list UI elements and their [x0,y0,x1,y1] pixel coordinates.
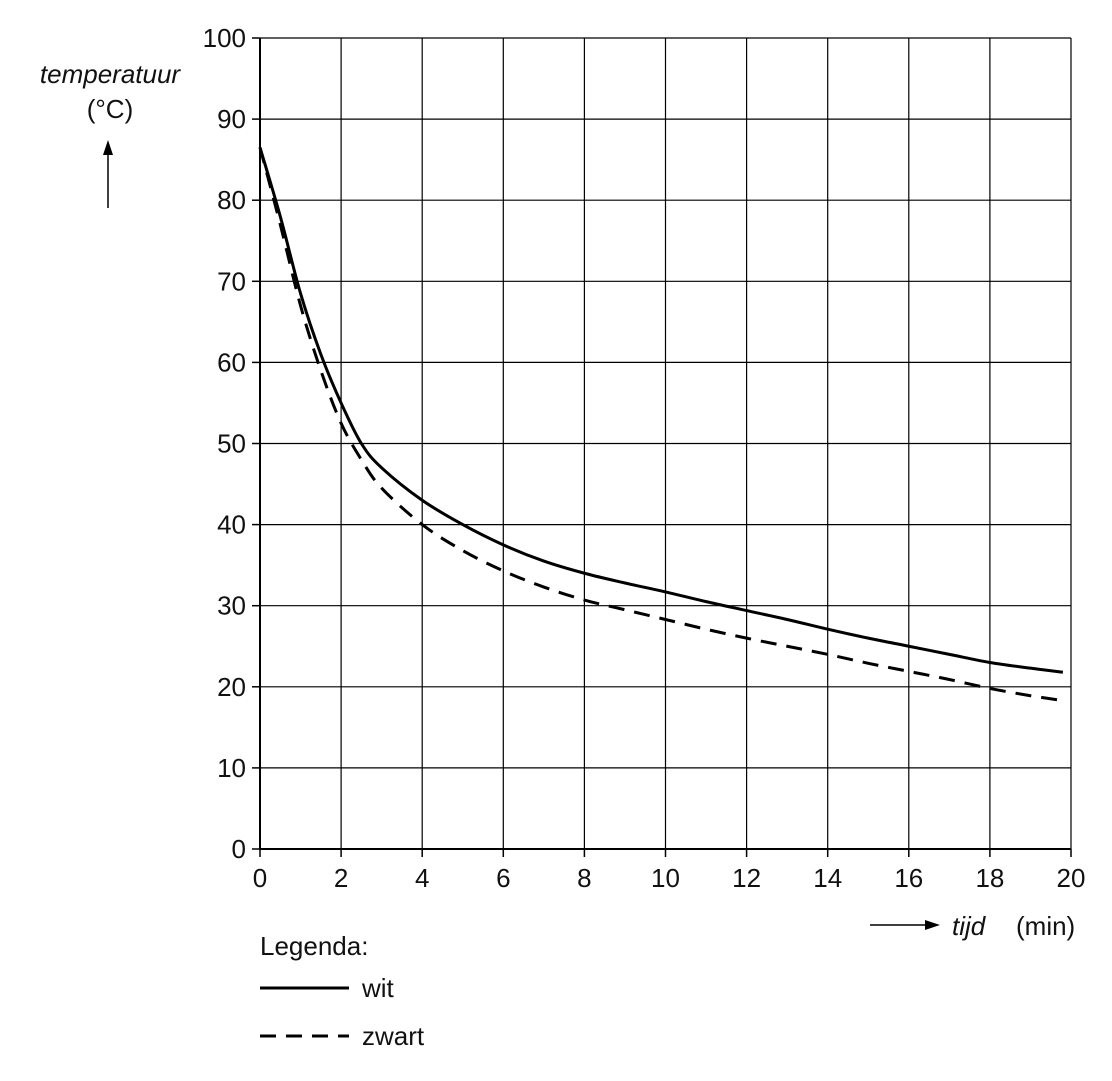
y-tick-label: 60 [217,347,246,377]
series-lines [258,147,1064,703]
x-tick-label: 12 [732,863,761,893]
x-axis-arrow-icon [870,920,940,930]
x-tick-label: 10 [651,863,680,893]
x-tick-label: 4 [415,863,429,893]
x-axis-label: tijd [952,911,987,941]
y-axis-unit: (°C) [87,94,134,124]
x-tick-label: 8 [577,863,591,893]
x-tick-label: 14 [813,863,842,893]
y-tick-label: 90 [217,104,246,134]
y-tick-label: 30 [217,591,246,621]
legend-title: Legenda: [260,931,368,961]
grid [259,37,1072,850]
x-axis-unit: (min) [1016,911,1075,941]
x-tick-label: 2 [334,863,348,893]
tick-labels: 0 2 4 6 8 10 12 14 16 18 20 0 10 20 30 40 50 60 70 80 90 100 [203,23,1086,893]
x-tick-label: 16 [894,863,923,893]
y-tick-label: 50 [217,429,246,459]
x-tick-label: 20 [1057,863,1086,893]
y-tick-label: 0 [232,834,246,864]
x-tick-label: 6 [496,863,510,893]
axes [252,37,1072,857]
x-tick-label: 0 [253,863,267,893]
series-line-wit [258,147,1064,674]
series-line-zwart [258,147,1064,703]
y-tick-label: 10 [217,753,246,783]
y-axis-label: temperatuur [40,59,182,89]
legend-label-wit: wit [361,973,395,1003]
legend: Legenda: wit zwart [260,931,425,1051]
legend-label-zwart: zwart [362,1021,425,1051]
y-tick-label: 70 [217,266,246,296]
x-tick-label: 18 [975,863,1004,893]
y-tick-label: 40 [217,510,246,540]
y-axis-arrow-icon [103,140,113,208]
y-tick-label: 80 [217,185,246,215]
y-tick-label: 20 [217,672,246,702]
y-tick-label: 100 [203,23,246,53]
